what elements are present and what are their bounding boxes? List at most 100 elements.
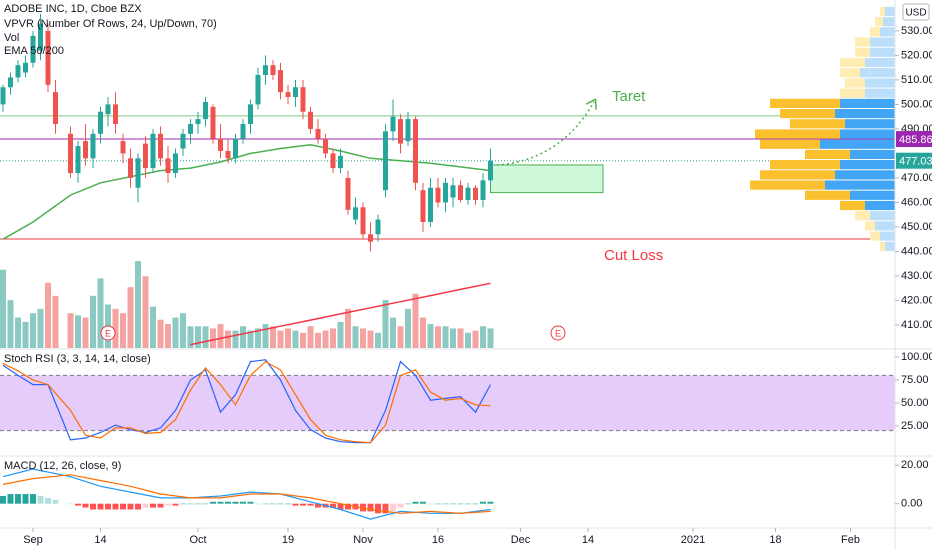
vpvr-down: [880, 241, 885, 251]
vpvr-down: [805, 149, 850, 160]
candle-body: [98, 111, 103, 134]
y-tick-label: 530.00: [901, 25, 932, 37]
macd-histogram: [52, 499, 59, 504]
candle-body: [195, 119, 201, 125]
currency-label[interactable]: USD: [905, 8, 926, 19]
volume-bar: [232, 330, 239, 348]
volume-bar: [457, 328, 464, 348]
earnings-marker: [550, 325, 566, 341]
vpvr-down: [855, 37, 870, 47]
candle-body: [8, 77, 13, 88]
macd-histogram: [255, 503, 261, 505]
volume-bar: [150, 306, 156, 348]
candle-body: [105, 104, 111, 115]
stoch-band: [0, 375, 895, 431]
volume-bar: [67, 313, 74, 348]
earnings-marker: [100, 325, 116, 341]
volume-bar: [187, 326, 194, 348]
candle-body: [120, 141, 126, 154]
vpvr-up: [835, 170, 895, 180]
volume-bar: [330, 328, 336, 348]
candle-body: [285, 92, 291, 98]
volume-bar: [165, 324, 171, 348]
vpvr-down: [790, 119, 845, 129]
candle-body: [435, 187, 441, 203]
vpvr-down: [840, 200, 865, 211]
x-tick-label: Nov: [353, 534, 373, 546]
volume-bar: [112, 308, 119, 348]
candle-body: [405, 119, 411, 142]
vpvr-down: [780, 108, 835, 119]
volume-bar: [195, 326, 201, 348]
macd-histogram: [390, 503, 396, 512]
macd-histogram: [90, 503, 96, 510]
candle-body: [68, 133, 73, 174]
volume-bar: [382, 300, 389, 348]
candle-body: [113, 104, 118, 125]
candle-body: [413, 119, 418, 183]
volume-bar: [225, 330, 231, 348]
vpvr-down: [770, 160, 840, 170]
macd-line: [2, 468, 491, 520]
vpvr-down: [805, 190, 850, 200]
macd-histogram: [412, 501, 419, 504]
candle-body: [248, 104, 253, 125]
macd-histogram: [217, 501, 224, 504]
indicator-legend: Vol: [4, 32, 19, 44]
macd-histogram: [150, 503, 156, 508]
vpvr-up: [840, 129, 895, 139]
volume-bar: [0, 269, 6, 348]
x-tick-label: Feb: [841, 534, 860, 546]
candle-body: [293, 87, 298, 98]
y-tick-label: 410.00: [901, 319, 932, 331]
candle-body: [375, 219, 381, 235]
vpvr-down: [855, 211, 870, 221]
vpvr-up: [835, 108, 895, 119]
volume-bar: [390, 317, 396, 348]
candle-body: [353, 207, 358, 220]
candle-body: [158, 133, 163, 159]
candle-body: [278, 70, 283, 93]
candle-body: [218, 138, 223, 151]
candle-body: [488, 160, 493, 181]
volume-bar: [487, 328, 494, 348]
macd-histogram: [472, 503, 479, 505]
vpvr-down: [840, 57, 865, 68]
vpvr-down: [870, 27, 880, 37]
y-tick-label: 430.00: [901, 270, 932, 282]
vpvr-up: [870, 211, 895, 221]
macd-histogram: [37, 495, 44, 504]
volume-bar: [427, 324, 434, 348]
volume-bar: [157, 319, 164, 348]
macd-histogram: [427, 503, 434, 505]
y-tick-label: 500.00: [901, 98, 932, 110]
currency-badge[interactable]: [902, 3, 930, 21]
volume-bar: [97, 278, 104, 348]
volume-bar: [202, 326, 209, 348]
price-badge-label: 477.03: [899, 156, 932, 168]
volume-bar: [262, 324, 269, 348]
y-tick-label: 75.00: [901, 374, 929, 386]
volume-bar: [352, 326, 359, 348]
candle-body: [30, 35, 36, 63]
macd-histogram: [172, 503, 179, 506]
macd-histogram: [120, 503, 126, 510]
candle-body: [15, 65, 21, 78]
indicator-legend: MACD (12, 26, close, 9): [4, 460, 121, 472]
macd-histogram: [0, 495, 6, 504]
macd-histogram: [300, 503, 306, 506]
macd-histogram: [270, 503, 276, 505]
macd-histogram: [112, 503, 119, 510]
macd-histogram: [457, 503, 464, 505]
stoch-line: [2, 360, 491, 444]
vpvr-up: [850, 190, 895, 200]
candle-body: [338, 155, 343, 169]
volume-bar: [450, 328, 456, 348]
macd-histogram: [465, 503, 471, 505]
candle-body: [53, 92, 58, 125]
candle-body: [203, 101, 208, 120]
candle-body: [390, 116, 396, 132]
